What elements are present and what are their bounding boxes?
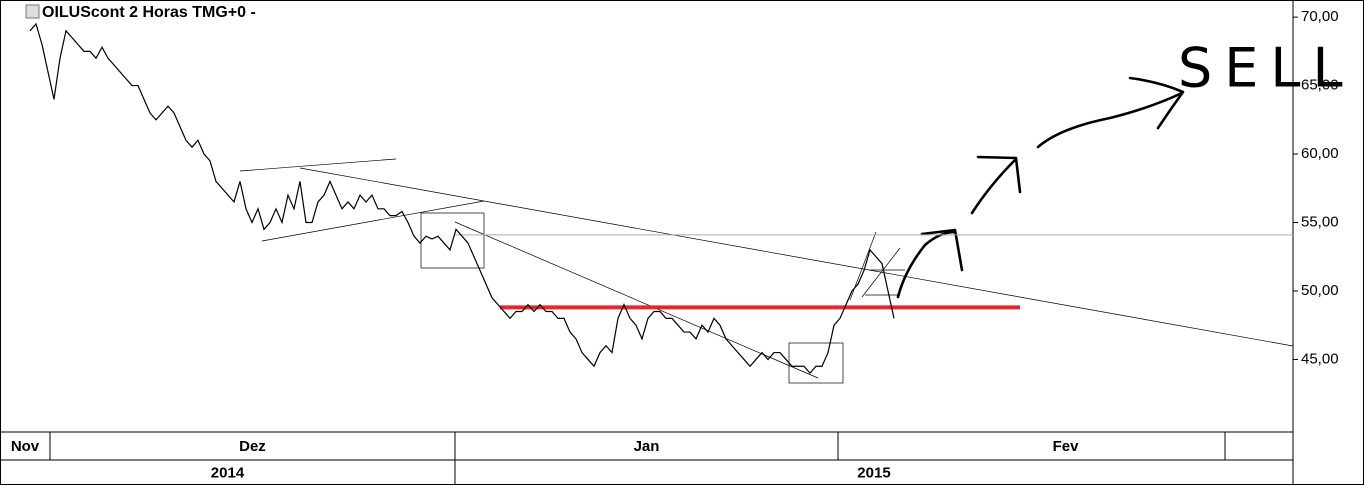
price-line — [29, 22, 895, 375]
trend-line — [261, 200, 485, 242]
hand-arrow — [1128, 76, 1185, 130]
chart-title: OILUScont 2 Horas TMG+0 - — [42, 4, 256, 21]
y-tick-label: 60,00 — [1301, 145, 1339, 162]
icon — [25, 4, 40, 19]
hand-arrow — [970, 158, 1017, 215]
x-tick-label: Fev — [1053, 438, 1080, 455]
hand-arrow — [976, 155, 1022, 194]
x-tick-label: Nov — [11, 438, 40, 455]
y-tick-label: 70,00 — [1301, 8, 1339, 25]
trend-line — [239, 158, 397, 172]
trend-line — [861, 247, 901, 298]
trend-line — [454, 221, 819, 379]
x-tick-label: Jan — [634, 438, 660, 455]
trend-line — [299, 167, 1294, 347]
y-tick-label: 50,00 — [1301, 282, 1339, 299]
drawings — [239, 76, 1294, 384]
y-tick-label: 55,00 — [1301, 213, 1339, 230]
y-tick-label: 65,00 — [1301, 77, 1339, 94]
x-tick-label: Dez — [239, 438, 266, 455]
hand-arrow — [920, 228, 964, 272]
y-tick-label: 45,00 — [1301, 350, 1339, 367]
annotation: SELL — [1178, 37, 1355, 100]
year-label: 2014 — [211, 464, 245, 481]
box — [420, 212, 485, 269]
year-label: 2015 — [857, 464, 890, 481]
hand-arrow — [896, 230, 957, 299]
hand-arrow — [1036, 91, 1184, 149]
